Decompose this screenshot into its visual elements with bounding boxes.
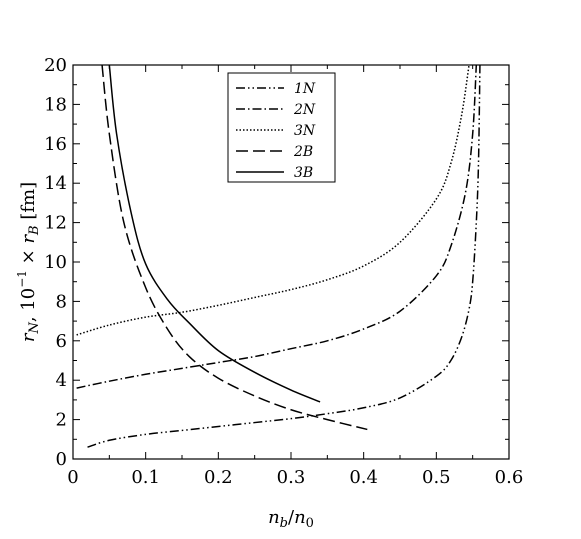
axis-ticks (72, 64, 510, 460)
y-tick-label: 16 (44, 134, 67, 155)
y-tick-label: 12 (44, 213, 67, 234)
y-tick-label: 8 (56, 291, 67, 312)
y-tick-label: 14 (44, 173, 67, 194)
y-tick-label: 20 (44, 55, 67, 76)
y-tick-label: 10 (44, 252, 67, 273)
series-group (76, 65, 481, 448)
legend-label-3b: 3B (294, 165, 313, 181)
series-line-2n (76, 65, 478, 389)
x-axis-label: nb/n0 (268, 507, 314, 531)
series-line-2b (101, 65, 368, 431)
tick-labels: 0 0.1 0.2 0.3 0.4 0.5 0.6 0 2 4 6 8 10 12 14 16 18 20 (44, 55, 523, 488)
x-tick-label: 0.5 (422, 467, 451, 488)
y-tick-label: 6 (56, 331, 67, 352)
legend-label-3n: 3N (294, 123, 316, 139)
y-tick-label: 2 (56, 410, 67, 431)
legend: 1N 2N 3N 2B 3B (227, 72, 336, 183)
series-line-3b (108, 65, 321, 403)
legend-box (227, 72, 336, 183)
legend-label-2n: 2N (293, 102, 316, 118)
y-tick-label: 18 (44, 94, 67, 115)
x-tick-label: 0.1 (131, 467, 160, 488)
y-tick-label: 4 (56, 370, 67, 391)
legend-label-2b: 2B (293, 144, 313, 160)
x-tick-label: 0.3 (277, 467, 306, 488)
x-tick-label: 0.6 (495, 467, 524, 488)
x-tick-label: 0.2 (204, 467, 233, 488)
x-tick-label: 0.4 (349, 467, 378, 488)
y-tick-label: 0 (56, 449, 67, 470)
y-axis-label: rN, 10−1 × rB [fm] (15, 182, 42, 342)
series-line-1n (87, 65, 481, 448)
series-line-3n (76, 65, 470, 336)
x-tick-label: 0 (67, 467, 78, 488)
legend-label-1n: 1N (294, 81, 316, 97)
